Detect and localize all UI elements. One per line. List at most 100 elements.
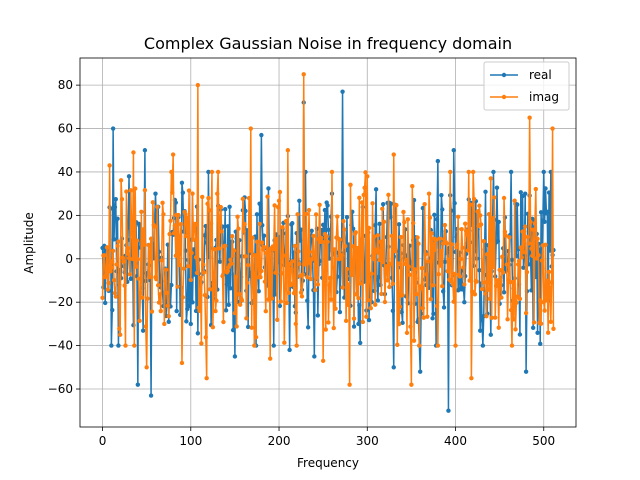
data-point-imag	[178, 234, 183, 239]
data-point-real	[195, 331, 201, 336]
x-axis-label: Frequency	[297, 456, 359, 470]
data-point-imag	[350, 244, 356, 249]
data-point-real	[432, 212, 437, 218]
x-tick-label: 400	[444, 434, 467, 448]
data-point-imag	[206, 195, 211, 201]
data-point-real	[116, 343, 121, 348]
data-point-imag	[538, 298, 543, 303]
data-point-imag	[510, 279, 516, 285]
data-point-imag	[289, 267, 294, 272]
data-point-imag	[273, 270, 278, 275]
data-point-imag	[170, 152, 176, 157]
data-point-imag	[215, 169, 221, 175]
data-point-imag	[380, 206, 385, 211]
data-point-imag	[412, 267, 418, 272]
data-point-imag	[355, 245, 360, 251]
data-point-imag	[523, 224, 528, 229]
data-point-imag	[482, 280, 487, 285]
data-point-real	[298, 227, 304, 232]
data-point-imag	[167, 231, 172, 237]
data-point-imag	[529, 246, 534, 251]
data-point-imag	[339, 253, 344, 258]
data-point-imag	[425, 314, 430, 319]
data-point-imag	[472, 292, 478, 297]
data-point-real	[184, 319, 189, 324]
data-point-imag	[259, 268, 264, 274]
data-point-imag	[474, 279, 479, 284]
data-point-imag	[214, 298, 219, 303]
data-point-imag	[371, 256, 376, 261]
data-point-imag	[228, 257, 233, 263]
data-point-imag	[301, 72, 306, 77]
data-point-imag	[366, 225, 372, 231]
data-point-imag	[117, 326, 122, 331]
data-point-imag	[156, 300, 162, 305]
data-point-imag	[281, 253, 286, 258]
data-point-imag	[538, 321, 544, 326]
data-point-imag	[186, 188, 192, 193]
data-point-real	[257, 201, 262, 206]
data-point-imag	[298, 290, 304, 295]
data-point-imag	[547, 285, 553, 290]
data-point-real	[350, 226, 356, 231]
data-point-imag	[433, 237, 439, 242]
data-point-imag	[290, 259, 295, 264]
data-point-imag	[344, 266, 350, 272]
data-point-imag	[283, 218, 289, 224]
data-point-imag	[116, 239, 121, 244]
data-point-imag	[307, 260, 313, 266]
data-point-real	[356, 321, 361, 327]
data-point-imag	[397, 304, 403, 309]
data-point-imag	[185, 263, 191, 269]
data-point-imag	[110, 259, 115, 264]
data-point-real	[320, 222, 326, 228]
data-point-imag	[106, 280, 111, 286]
data-point-imag	[471, 196, 477, 202]
data-point-imag	[140, 227, 146, 232]
data-point-imag	[176, 212, 181, 218]
data-point-real	[315, 313, 321, 318]
y-tick-label: 80	[58, 78, 73, 92]
data-point-real	[442, 259, 448, 265]
data-point-imag	[420, 305, 426, 311]
data-point-imag	[193, 221, 198, 227]
data-point-imag	[241, 229, 246, 234]
data-point-real	[440, 207, 445, 212]
data-point-imag	[328, 297, 334, 302]
data-point-real	[480, 343, 486, 348]
data-point-imag	[109, 265, 114, 270]
data-point-real	[230, 327, 236, 333]
data-point-real	[126, 174, 132, 179]
data-point-real	[186, 303, 192, 309]
data-point-real	[190, 300, 195, 305]
data-point-imag	[377, 257, 382, 263]
data-point-imag	[525, 234, 531, 240]
data-point-real	[325, 203, 330, 208]
data-point-imag	[348, 182, 353, 187]
data-point-real	[388, 201, 394, 206]
data-point-imag	[413, 276, 418, 281]
data-point-imag	[415, 235, 420, 240]
data-point-imag	[291, 290, 297, 296]
data-point-imag	[381, 219, 387, 225]
data-point-imag	[530, 227, 536, 232]
data-point-imag	[442, 222, 448, 228]
data-point-imag	[159, 258, 164, 263]
data-point-imag	[221, 319, 226, 325]
data-point-real	[179, 180, 185, 186]
data-point-real	[271, 343, 276, 348]
data-point-real	[202, 233, 208, 238]
data-point-imag	[234, 324, 239, 329]
data-point-imag	[154, 276, 159, 282]
data-point-real	[228, 286, 233, 291]
data-point-imag	[185, 215, 190, 221]
data-point-imag	[165, 303, 171, 308]
data-point-imag	[143, 324, 148, 329]
data-point-imag	[253, 334, 259, 340]
data-point-imag	[491, 264, 496, 270]
data-point-imag	[184, 233, 189, 239]
data-point-imag	[394, 203, 399, 208]
data-point-imag	[249, 325, 254, 330]
data-point-imag	[448, 169, 453, 175]
data-point-imag	[508, 307, 514, 313]
